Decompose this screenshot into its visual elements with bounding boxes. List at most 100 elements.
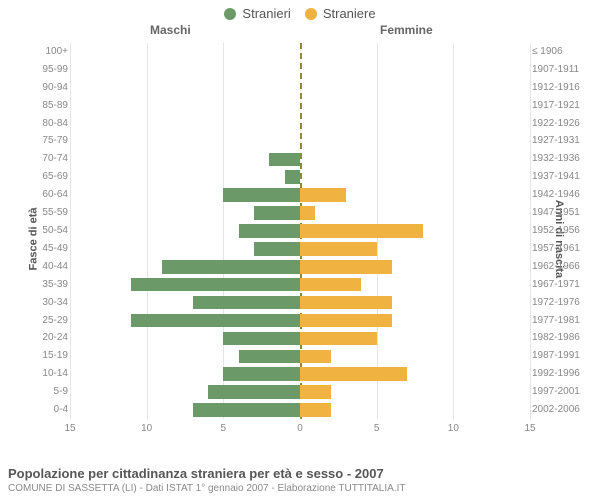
bar-female (300, 403, 331, 417)
chart-subtitle: COMUNE DI SASSETTA (LI) - Dati ISTAT 1° … (8, 483, 592, 494)
age-label: 100+ (32, 46, 68, 57)
pyramid-row (70, 258, 530, 276)
bar-female (300, 242, 377, 256)
birth-year-label: 1912-1916 (532, 82, 586, 93)
x-tick-label: 10 (141, 423, 152, 434)
birth-year-label: 1927-1931 (532, 135, 586, 146)
bar-female (300, 350, 331, 364)
x-axis: 15105051015 (70, 423, 530, 441)
birth-year-label: 1987-1991 (532, 350, 586, 361)
chart-footer: Popolazione per cittadinanza straniera p… (8, 466, 592, 494)
x-tick-label: 10 (448, 423, 459, 434)
bar-female (300, 385, 331, 399)
bar-female (300, 206, 315, 220)
x-tick-label: 0 (297, 423, 303, 434)
bar-female (300, 188, 346, 202)
age-label: 50-54 (32, 225, 68, 236)
legend: Stranieri Straniere (0, 0, 600, 23)
bar-male (193, 403, 300, 417)
age-label: 5-9 (32, 386, 68, 397)
bar-male (223, 188, 300, 202)
bar-female (300, 296, 392, 310)
birth-year-label: 1937-1941 (532, 171, 586, 182)
bar-male (162, 260, 300, 274)
age-label: 90-94 (32, 82, 68, 93)
birth-year-label: 1957-1961 (532, 243, 586, 254)
birth-year-label: 1952-1956 (532, 225, 586, 236)
bar-male (131, 278, 300, 292)
pyramid-row (70, 133, 530, 151)
bar-male (208, 385, 300, 399)
bar-male (239, 350, 300, 364)
bar-female (300, 367, 407, 381)
legend-label-male: Stranieri (242, 6, 290, 21)
birth-year-label: 1922-1926 (532, 118, 586, 129)
bar-male (193, 296, 300, 310)
age-label: 0-4 (32, 404, 68, 415)
chart-title: Popolazione per cittadinanza straniera p… (8, 466, 592, 481)
birth-year-label: 1947-1951 (532, 207, 586, 218)
x-tick-label: 15 (64, 423, 75, 434)
plot-area (70, 43, 530, 419)
pyramid-row (70, 204, 530, 222)
age-label: 45-49 (32, 243, 68, 254)
age-label: 60-64 (32, 189, 68, 200)
header-male: Maschi (150, 23, 191, 37)
pyramid-row (70, 329, 530, 347)
pyramid-row (70, 97, 530, 115)
pyramid-row (70, 294, 530, 312)
birth-year-label: 1997-2001 (532, 386, 586, 397)
bar-male (223, 367, 300, 381)
pyramid-row (70, 401, 530, 419)
birth-year-label: 1992-1996 (532, 368, 586, 379)
birth-year-label: 1977-1981 (532, 315, 586, 326)
legend-swatch-male (224, 8, 236, 20)
age-label: 70-74 (32, 153, 68, 164)
pyramid-row (70, 312, 530, 330)
pyramid-row (70, 347, 530, 365)
birth-year-label: 1982-1986 (532, 332, 586, 343)
pyramid-row (70, 186, 530, 204)
chart-container: Stranieri Straniere Maschi Femmine Fasce… (0, 0, 600, 500)
bar-male (131, 314, 300, 328)
bar-male (254, 206, 300, 220)
birth-year-label: 1907-1911 (532, 64, 586, 75)
pyramid-row (70, 150, 530, 168)
age-label: 80-84 (32, 118, 68, 129)
x-tick-label: 5 (221, 423, 227, 434)
birth-year-label: 1917-1921 (532, 100, 586, 111)
column-headers: Maschi Femmine (0, 23, 600, 43)
age-label: 95-99 (32, 64, 68, 75)
birth-year-label: 2002-2006 (532, 404, 586, 415)
age-label: 10-14 (32, 368, 68, 379)
age-label: 30-34 (32, 297, 68, 308)
birth-year-label: 1972-1976 (532, 297, 586, 308)
bar-male (285, 170, 300, 184)
bar-female (300, 314, 392, 328)
header-female: Femmine (380, 23, 433, 37)
birth-year-label: ≤ 1906 (532, 46, 586, 57)
bar-male (254, 242, 300, 256)
bar-male (239, 224, 300, 238)
pyramid-row (70, 222, 530, 240)
bar-male (223, 332, 300, 346)
pyramid-row (70, 383, 530, 401)
x-tick-label: 15 (524, 423, 535, 434)
legend-item-female: Straniere (305, 6, 376, 21)
pyramid-row (70, 43, 530, 61)
pyramid-row (70, 168, 530, 186)
pyramid-row (70, 61, 530, 79)
pyramid-row (70, 79, 530, 97)
chart-area: Maschi Femmine Fasce di età Anni di nasc… (0, 23, 600, 443)
age-label: 40-44 (32, 261, 68, 272)
x-tick-label: 5 (374, 423, 380, 434)
age-label: 35-39 (32, 279, 68, 290)
bar-female (300, 278, 361, 292)
legend-label-female: Straniere (323, 6, 376, 21)
age-label: 55-59 (32, 207, 68, 218)
age-label: 20-24 (32, 332, 68, 343)
legend-swatch-female (305, 8, 317, 20)
pyramid-row (70, 115, 530, 133)
birth-year-label: 1962-1966 (532, 261, 586, 272)
birth-year-label: 1967-1971 (532, 279, 586, 290)
